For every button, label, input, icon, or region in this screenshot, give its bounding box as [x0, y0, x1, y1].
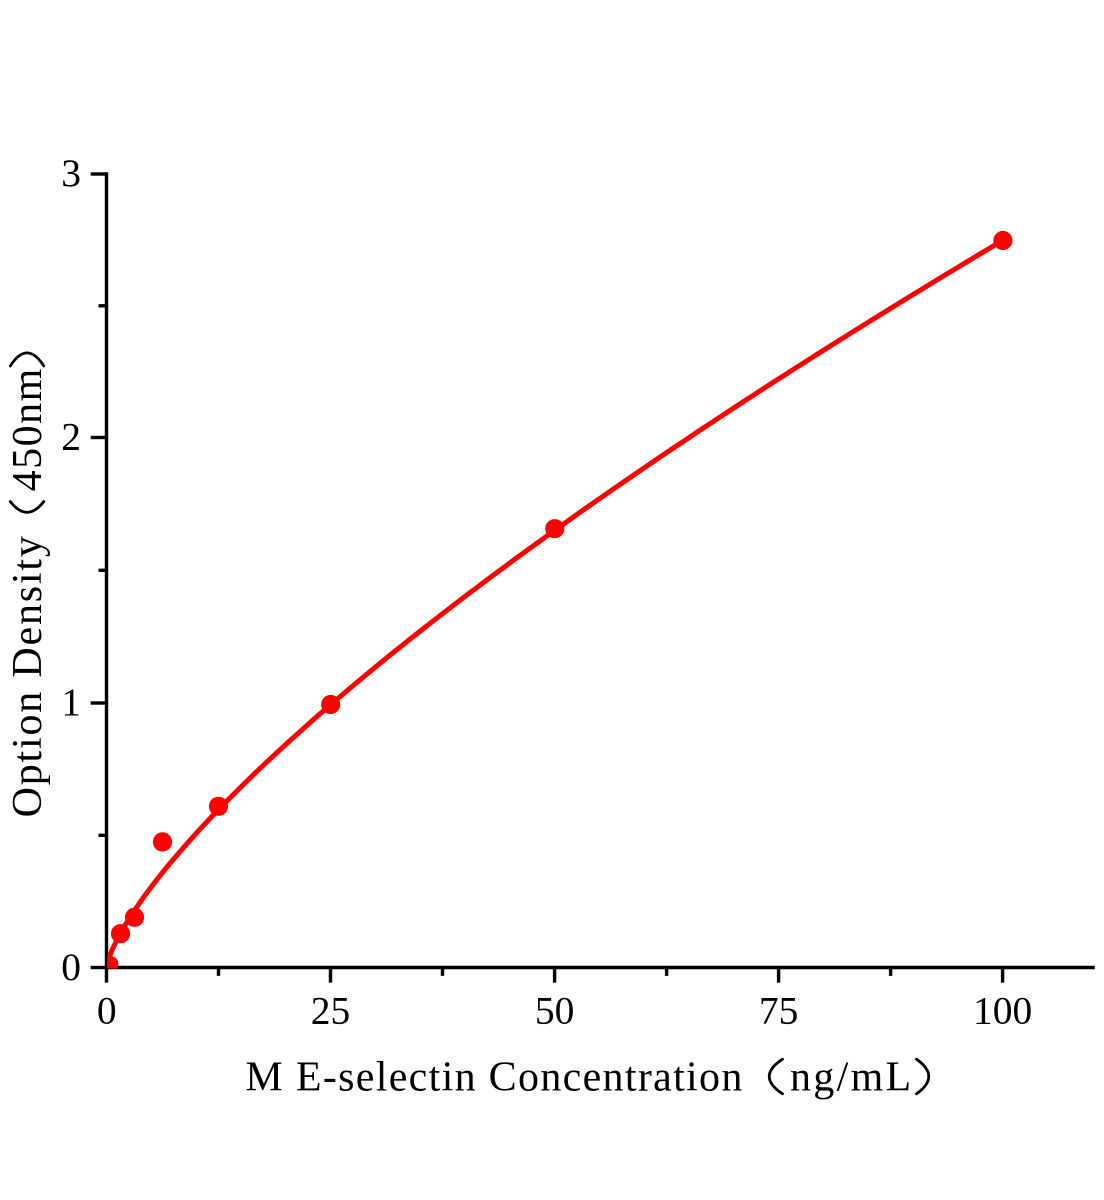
svg-text:450nm: 450nm: [5, 367, 51, 491]
svg-text:ng/mL: ng/mL: [790, 1054, 914, 1100]
svg-text:0: 0: [61, 945, 81, 989]
svg-text:50: 50: [535, 988, 575, 1032]
svg-text:25: 25: [311, 988, 351, 1032]
svg-text:Option Density: Option Density: [5, 534, 51, 817]
svg-text:75: 75: [759, 988, 799, 1032]
svg-text:2: 2: [61, 415, 81, 459]
svg-text:M E-selectin Concentration: M E-selectin Concentration: [245, 1054, 743, 1100]
svg-text:0: 0: [97, 988, 117, 1032]
svg-text:3: 3: [61, 151, 81, 195]
svg-text:1: 1: [61, 680, 81, 724]
svg-text:100: 100: [973, 988, 1032, 1032]
